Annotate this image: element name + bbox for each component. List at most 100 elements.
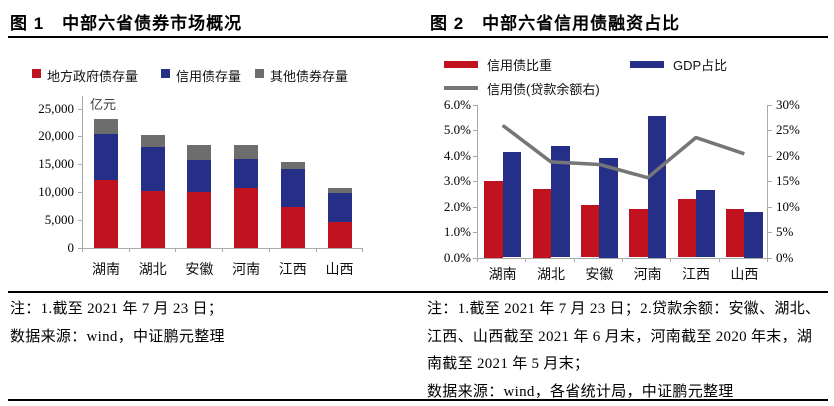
right-axis-tick — [768, 257, 772, 259]
bar-segment-gray — [327, 187, 352, 194]
x-axis-tick — [362, 248, 364, 252]
x-axis-tick — [477, 257, 478, 262]
bar-red — [580, 205, 600, 258]
category-label: 河南 — [633, 266, 662, 282]
y-axis-tick — [78, 248, 82, 249]
left-axis-tick — [473, 232, 477, 234]
x-axis-tick — [622, 257, 623, 262]
bar-segment-blue — [280, 169, 305, 207]
x-axis-tick — [670, 257, 672, 262]
bar-blue — [744, 211, 763, 258]
y-axis-tick-label: 20,000 — [38, 128, 74, 144]
right-axis-tick — [768, 232, 772, 234]
y-axis-tick — [78, 108, 82, 110]
bottom-border-rule — [8, 399, 828, 401]
bar-red — [725, 209, 745, 258]
category-label: 山西 — [325, 261, 354, 277]
legend-swatch-line-icon — [444, 86, 478, 90]
bar-segment-red — [327, 221, 352, 248]
bar-segment-red — [280, 206, 305, 248]
left-axis-tick-label: 5.0% — [443, 122, 471, 138]
category-label: 江西 — [682, 266, 710, 282]
right-y-axis-line — [767, 105, 768, 259]
left-y-axis-line — [477, 105, 478, 259]
left-axis-tick-label: 2.0% — [443, 198, 471, 214]
legend-swatch-gray-icon — [255, 69, 264, 78]
y-axis-tick — [78, 220, 82, 222]
left-axis-tick-label: 6.0% — [443, 97, 471, 112]
x-axis-tick — [82, 248, 83, 252]
x-axis-line — [82, 248, 362, 249]
left-axis-tick-label: 0.0% — [443, 249, 471, 265]
bar-red — [629, 209, 648, 258]
bar-segment-gray — [234, 144, 259, 159]
legend-label: 信用债存量 — [176, 69, 242, 84]
bar-segment-red — [140, 190, 165, 248]
figure1-stacked-bar-chart: 地方政府债存量 信用债存量 其他债券存量 0 5,000 10,000 15,000 20,0… — [0, 38, 417, 292]
y-axis-unit-label: 亿元 — [90, 97, 117, 112]
trend-line — [501, 123, 745, 180]
left-axis-tick — [473, 105, 477, 106]
legend-swatch-blue-icon — [630, 61, 664, 68]
x-axis-tick — [175, 248, 177, 252]
right-axis-tick-label: 30% — [776, 97, 800, 112]
left-axis-tick-label: 1.0% — [443, 224, 471, 240]
right-axis-tick — [768, 155, 772, 157]
y-axis-line — [82, 96, 83, 249]
category-label: 湖南 — [92, 261, 120, 277]
y-axis-tick — [78, 192, 82, 194]
figure2-bar-line-chart: 信用债比重 GDP占比 信用债(贷款余额右) 0.0% 1.0% 2.0% 3.0% 4.0%… — [417, 38, 834, 292]
category-label: 安徽 — [185, 261, 214, 277]
y-axis-tick-label: 15,000 — [38, 156, 74, 172]
y-axis-tick — [78, 136, 82, 138]
bar-red — [484, 181, 503, 258]
figure1-title: 图 1 中部六省债券市场概况 — [10, 14, 243, 33]
left-axis-tick — [473, 257, 477, 259]
right-axis-tick-label: 25% — [776, 122, 800, 138]
left-axis-tick-label: 4.0% — [443, 147, 471, 163]
bar-segment-blue — [187, 159, 212, 192]
category-label: 山西 — [730, 266, 759, 282]
left-axis-tick — [473, 130, 477, 132]
bar-segment-blue — [234, 158, 259, 189]
bar-blue — [599, 158, 618, 258]
bar-segment-red — [94, 180, 118, 248]
right-axis-tick-label: 10% — [776, 198, 800, 214]
bar-blue — [696, 190, 715, 258]
note-line: 江西、山西截至 2021 年 6 月末，河南截至 2020 年末，湖 — [427, 328, 813, 345]
x-axis-tick — [268, 248, 270, 252]
legend-label: 地方政府债存量 — [47, 69, 139, 84]
note-line: 注：1.截至 2021 年 7 月 23 日； — [10, 301, 224, 317]
right-axis-tick — [768, 130, 772, 132]
bar-blue — [551, 145, 570, 258]
note-line: 注：1.截至 2021 年 7 月 23 日；2.贷款余额：安徽、湖北、 — [427, 301, 821, 317]
bar-segment-blue — [94, 133, 118, 181]
category-label: 安徽 — [585, 266, 614, 282]
bar-segment-red — [187, 191, 212, 248]
title-underline-rule — [8, 36, 828, 38]
category-label: 湖北 — [138, 261, 167, 277]
bar-segment-gray — [187, 145, 212, 160]
category-label: 湖北 — [537, 266, 565, 282]
legend-label: GDP占比 — [673, 58, 728, 73]
bar-blue — [502, 152, 522, 258]
right-axis-tick-label: 0% — [776, 249, 794, 265]
legend-swatch-blue-icon — [161, 69, 170, 78]
bar-red — [677, 199, 696, 258]
left-axis-tick — [473, 181, 477, 183]
x-axis-tick — [718, 257, 720, 262]
x-axis-tick — [222, 248, 224, 252]
bar-segment-red — [234, 188, 259, 248]
right-axis-tick-label: 5% — [776, 224, 794, 240]
trend-line-layer — [501, 123, 745, 180]
bar-segment-gray — [94, 118, 118, 134]
left-axis-tick — [473, 206, 477, 208]
bar-segment-blue — [140, 147, 165, 191]
left-axis-tick-label: 3.0% — [443, 173, 471, 189]
legend-label: 其他债券存量 — [270, 69, 349, 84]
bar-blue — [647, 116, 667, 258]
figure2-notes: 注：1.截至 2021 年 7 月 23 日；2.贷款余额：安徽、湖北、 江西、山… — [427, 296, 829, 406]
y-axis-tick-label: 25,000 — [38, 100, 74, 116]
legend-swatch-red-icon — [444, 61, 478, 68]
category-label: 湖南 — [488, 266, 517, 282]
